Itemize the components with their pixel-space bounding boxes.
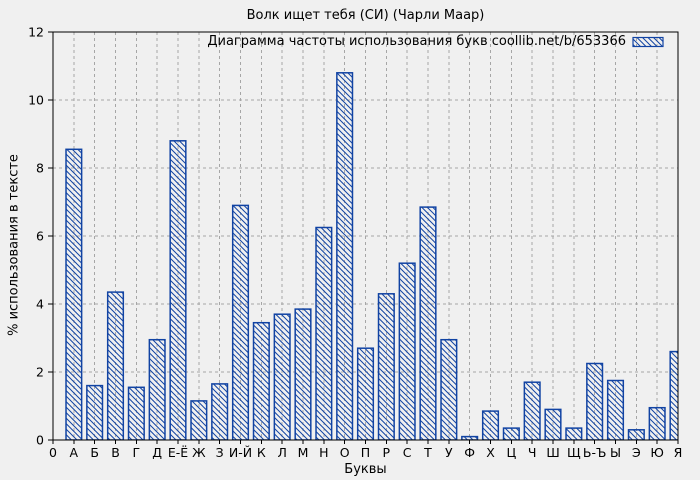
x-tick-label: Л [277,445,286,460]
x-tick-label: А [70,445,79,460]
x-tick-label: Щ [567,445,581,460]
bar [523,381,541,440]
x-tick-label: О [340,445,350,460]
x-tick-label: И-Й [229,445,252,460]
x-tick-label: С [403,445,412,460]
x-tick-label: Х [486,445,495,460]
x-tick-label: П [361,445,370,460]
x-tick-label: Ч [528,445,537,460]
bar [586,362,604,440]
bar [481,410,500,440]
x-tick-label: Т [423,445,432,460]
bar [169,140,187,440]
y-tick-labels: 0 2 4 6 8 10 12 [28,25,44,448]
bar [565,427,583,440]
x-tick-label: З [216,445,224,460]
bar [544,408,562,440]
y-tick-label: 6 [36,229,44,244]
x-tick-label: Ж [192,445,206,460]
bar [669,350,678,440]
x-tick-label: 0 [49,445,57,460]
legend-swatch-rect [632,36,664,48]
x-tick-label: Б [90,445,99,460]
x-tick-label: Р [383,445,391,460]
x-tick-label: К [257,445,266,460]
x-axis-label: Буквы [344,462,387,477]
bar [273,313,291,440]
bars [65,72,678,440]
x-tick-label: Э [632,445,641,460]
y-tick-label: 12 [28,25,44,40]
bar [252,321,270,440]
bar [211,383,229,440]
y-axis-label: % использования в тексте [6,154,22,336]
y-tick-label: 0 [36,433,44,448]
x-tick-label: Е-Ё [168,445,188,460]
x-tick-label: М [298,445,309,460]
x-tick-label: Н [319,445,328,460]
bar [606,379,625,440]
y-tick-label: 2 [36,365,44,380]
bar [106,291,125,440]
bar [648,406,666,440]
bar [419,206,437,440]
y-tick-label: 4 [36,297,44,312]
x-tick-label: Ц [506,445,516,460]
bar [502,427,520,440]
y-tick-label: 10 [28,93,44,108]
bar [336,72,354,440]
x-tick-label: Г [133,445,141,460]
x-tick-label: Ю [650,445,664,460]
bar [294,308,312,440]
legend-swatch [632,36,664,48]
bar [440,338,458,440]
x-tick-label: Ы [610,445,621,460]
x-tick-label: Ш [546,445,559,460]
axis-ticks [48,31,679,444]
bar [86,384,104,440]
bar [356,347,375,440]
bar [461,435,479,440]
x-tick-label: Д [152,445,162,460]
x-tick-label: Ф [464,445,475,460]
x-tick-labels: 0 А Б В Г Д Е-Ё Ж З И-Й К Л М Н О П Р С Т У Ф Х Ц Ч Ш Щ Ь-Ъ Ы Э Ю Я [49,445,682,460]
x-tick-label: У [445,445,453,460]
bar [398,262,416,440]
x-tick-label: В [111,445,120,460]
x-tick-label: Я [674,445,683,460]
bar [231,204,250,440]
y-tick-label: 8 [36,161,44,176]
x-tick-label: Ь-Ъ [583,445,607,460]
bar [190,400,208,440]
bar [148,338,166,440]
chart-title: Волк ищет тебя (СИ) (Чарли Маар) [246,8,485,23]
legend-label: Диаграмма частоты использования букв coo… [207,34,626,49]
bar [377,293,395,440]
bar [127,386,145,440]
bar [315,226,333,440]
bar [65,148,83,440]
bar [627,429,645,440]
